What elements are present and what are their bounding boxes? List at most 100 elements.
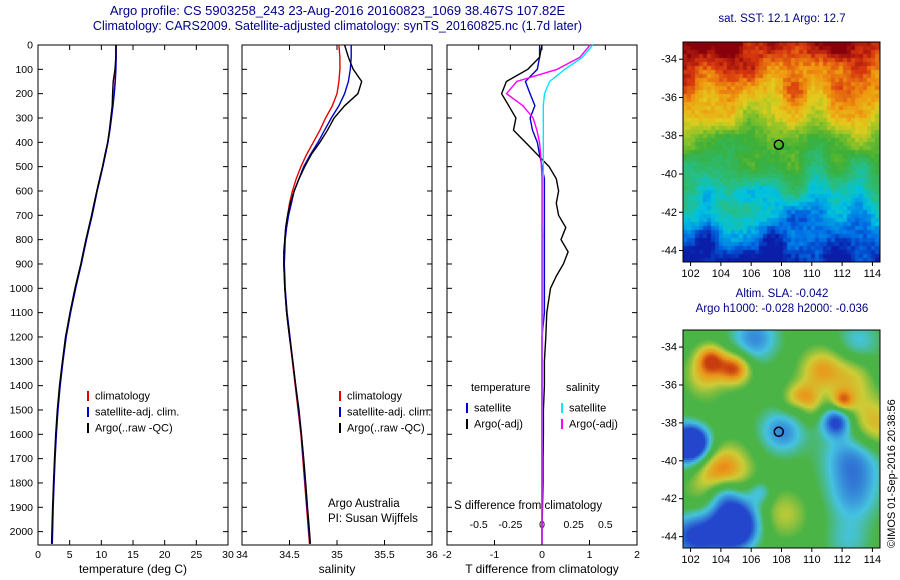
tick-label: 1600 (10, 429, 34, 441)
tick-label: 1300 (10, 356, 34, 368)
tick-label: 112 (833, 268, 851, 280)
tick-label: 1900 (10, 502, 34, 514)
sst-map-title: sat. SST: 12.1 Argo: 12.7 (718, 13, 846, 25)
tick-label: 114 (864, 268, 882, 280)
tick-label: 0 (539, 549, 545, 561)
tick-label: 102 (681, 268, 699, 280)
tick-label: 400 (15, 137, 33, 149)
series-satellite-adj-clim (283, 45, 352, 544)
tick-label: 35 (331, 549, 343, 561)
tick-label: 110 (803, 268, 821, 280)
series-argo-raw-qc (283, 44, 363, 544)
tick-label: 1400 (10, 380, 34, 392)
series-s-diff-argo (505, 44, 591, 544)
tick-label: 0 (35, 549, 41, 561)
tick-label: -36 (661, 92, 677, 104)
tick-label: 1200 (10, 331, 34, 343)
tick-label: 112 (833, 554, 851, 566)
tick-label: 2000 (10, 526, 34, 538)
tick-label: 200 (15, 88, 33, 100)
tick-label: satellite-adj. clim. (347, 407, 431, 419)
tick-label: 10 (95, 549, 107, 561)
tick-label: -0.25 (498, 519, 522, 531)
tick-label: 5 (67, 549, 73, 561)
tick-label: 700 (15, 210, 33, 222)
tick-label: -40 (661, 169, 677, 181)
temperature-axis-label: temperature (deg C) (78, 562, 188, 576)
tick-label: climatology (347, 391, 403, 403)
pi-note: PI: Susan Wijffels (328, 513, 418, 525)
tick-label: 104 (712, 554, 730, 566)
tick-label: 500 (15, 161, 33, 173)
tick-label: 100 (15, 64, 33, 76)
tick-label: 1000 (10, 283, 34, 295)
tick-label: 2 (634, 549, 640, 561)
series-argo-raw-qc (50, 44, 117, 544)
tdiff-axis-label: T difference from climatology (465, 562, 619, 576)
series-climatology (283, 44, 341, 544)
tick-label: 1100 (10, 307, 33, 319)
tick-label: 25 (190, 549, 202, 561)
sdiff-axis-label: S difference from climatology (454, 500, 603, 512)
tick-label: -1 (490, 549, 499, 561)
plot-frame (446, 44, 638, 546)
tick-label: temperature (471, 382, 530, 394)
series-satellite-adj-clim (51, 45, 117, 544)
tick-label: 34.5 (279, 549, 300, 561)
tick-label: climatology (95, 391, 151, 403)
tick-label: -38 (661, 130, 677, 142)
tick-label: -40 (661, 455, 677, 467)
tick-label: 106 (742, 268, 760, 280)
plot-frame (37, 44, 229, 546)
tick-label: 0.25 (563, 519, 584, 531)
tick-label: 110 (803, 554, 821, 566)
tick-label: 114 (864, 554, 882, 566)
tick-label: satellite (569, 403, 606, 415)
salinity-axis-label: salinity (318, 562, 356, 576)
sst-map-canvas (683, 42, 880, 262)
tick-label: Argo(-adj) (474, 419, 523, 431)
tick-label: 30 (222, 549, 234, 561)
tick-label: -42 (661, 207, 677, 219)
tick-label: 800 (15, 234, 33, 246)
series-s-diff-satellite (541, 44, 594, 544)
tick-label: satellite (474, 403, 511, 415)
tick-label: salinity (566, 382, 600, 394)
tick-label: -34 (661, 342, 677, 354)
tick-label: 36 (426, 549, 438, 561)
imos-credit: ©IMOS 01-Sep-2016 20:38:56 (886, 399, 898, 548)
tick-label: Argo(-adj) (569, 419, 618, 431)
tick-label: 102 (681, 554, 699, 566)
plot-frame (241, 44, 433, 546)
series-t-diff-satellite (524, 45, 546, 544)
tick-label: 0.5 (598, 519, 613, 531)
tick-label: 900 (15, 258, 33, 270)
figure-title-line2: Climatology: CARS2009. Satellite-adjuste… (92, 19, 583, 33)
tick-label: 108 (772, 268, 790, 280)
tick-label: -36 (661, 379, 677, 391)
tick-label: Argo(..raw -QC) (347, 423, 425, 435)
tick-label: -38 (661, 417, 677, 429)
tick-label: 0 (27, 40, 33, 52)
sla-map-title: Altim. SLA: -0.042 (735, 288, 829, 300)
tick-label: 20 (159, 549, 171, 561)
tick-label: -2 (442, 549, 451, 561)
tick-label: 1500 (10, 404, 34, 416)
tick-label: -44 (661, 245, 677, 257)
tick-label: Argo(..raw -QC) (95, 423, 173, 435)
tick-label: 35.5 (374, 549, 395, 561)
tick-label: -0.5 (470, 519, 488, 531)
tick-label: 106 (742, 554, 760, 566)
tick-label: 34 (236, 549, 248, 561)
sla-map-canvas (683, 330, 880, 548)
tick-label: satellite-adj. clim. (95, 407, 179, 419)
sla-map-subtitle: Argo h1000: -0.028 h2000: -0.036 (695, 303, 869, 315)
argo-australia-note: Argo Australia (328, 498, 400, 510)
tick-label: -44 (661, 531, 677, 543)
tick-label: 600 (15, 185, 33, 197)
tick-label: 1800 (10, 477, 34, 489)
figure-title-line1: Argo profile: CS 5903258_243 23-Aug-2016… (109, 3, 566, 18)
tick-label: -34 (661, 54, 677, 66)
tick-label: -42 (661, 493, 677, 505)
